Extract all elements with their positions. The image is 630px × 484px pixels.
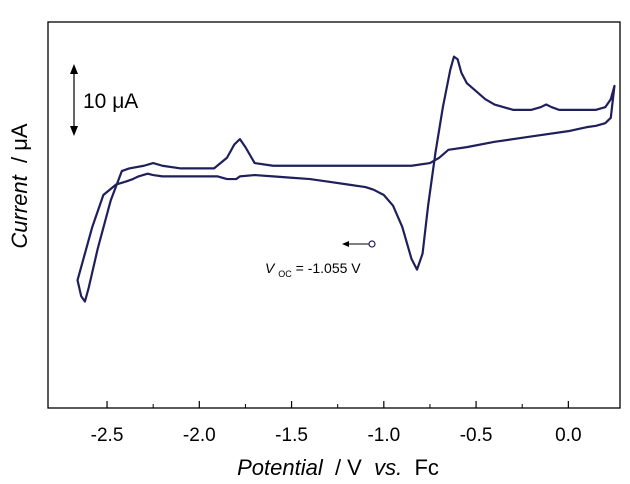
x-axis-title-plain-fc: Fc [408, 455, 439, 480]
x-axis-title-plain: / V [329, 455, 368, 480]
x-tick-label: -2.0 [183, 425, 216, 446]
voc-arrow-head [342, 241, 349, 247]
x-tick-label: -2.5 [91, 425, 124, 446]
voc-symbol: V [265, 260, 276, 276]
x-tick-label: -1.5 [275, 425, 308, 446]
y-axis-title-italic: Current [7, 174, 32, 248]
y-axis-title-plain: / μA [7, 123, 32, 169]
x-tick-label: 0.0 [555, 425, 581, 446]
scale-bar-label: 10 μA [83, 90, 138, 113]
plot-frame [47, 21, 621, 409]
voc-marker [368, 240, 376, 248]
scale-bar-arrow-up [70, 64, 78, 74]
y-axis-title: Current / μA [7, 123, 32, 248]
cv-curve [76, 55, 616, 303]
x-axis-title-italic: Potential [237, 455, 324, 480]
scale-bar: 10 μA [70, 64, 138, 136]
voc-label: V OC = -1.055 V [265, 260, 361, 280]
scale-bar-arrow-down [70, 126, 78, 136]
x-axis-tick-labels: -2.5 -2.0 -1.5 -1.0 -0.5 0.0 [91, 425, 582, 446]
x-axis-ticks [106, 401, 569, 408]
x-tick-label: -1.0 [367, 425, 400, 446]
voc-value: = -1.055 V [296, 260, 362, 276]
x-axis-title-italic-vs: vs. [374, 455, 402, 480]
x-axis-title: Potential / V vs. Fc [237, 455, 439, 480]
voc-annotation: V OC = -1.055 V [265, 240, 376, 280]
voc-subscript: OC [278, 269, 292, 279]
x-tick-label: -0.5 [460, 425, 493, 446]
